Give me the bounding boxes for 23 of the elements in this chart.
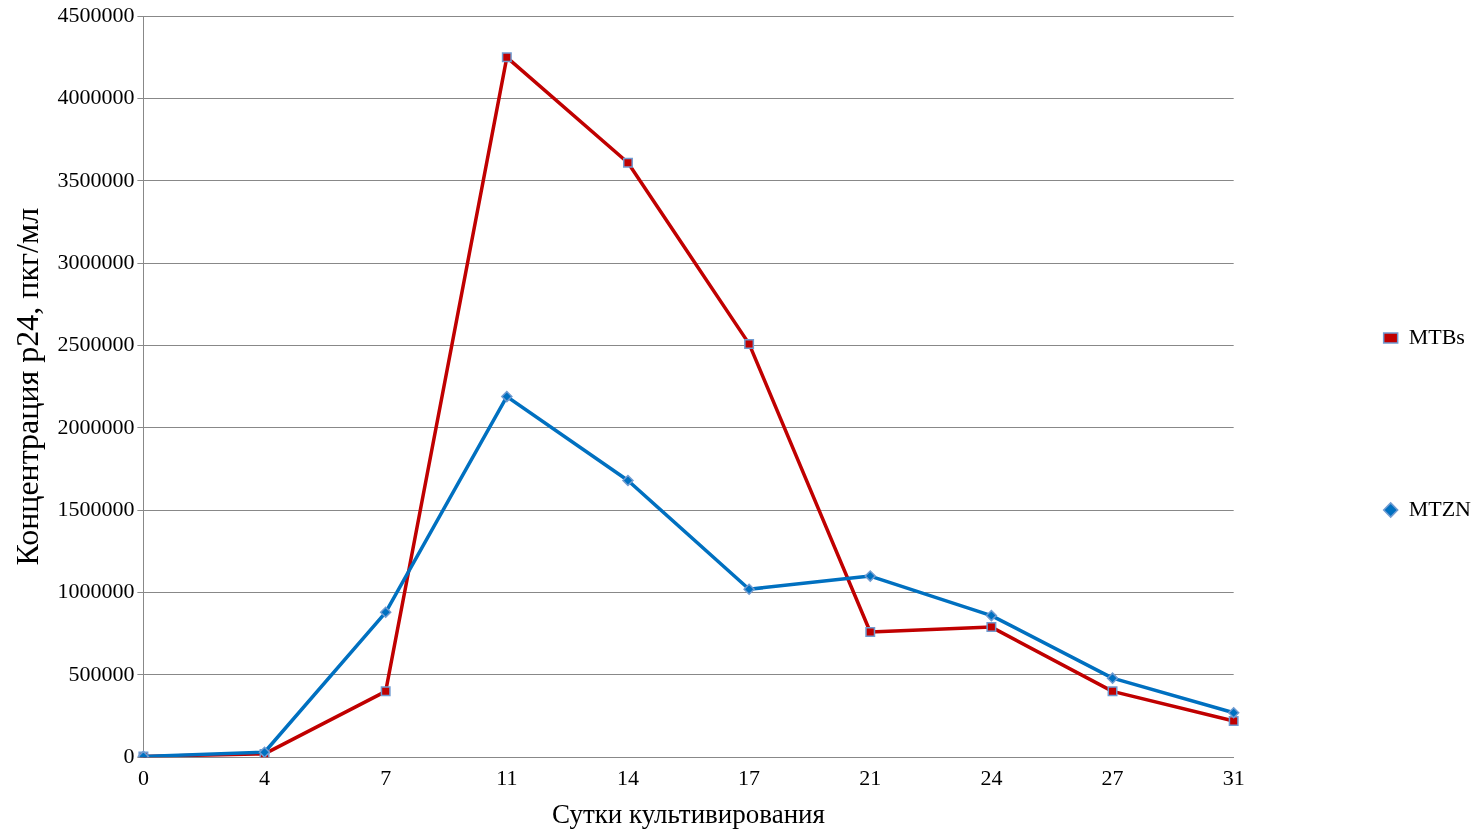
y-tick-label: 2000000 xyxy=(57,413,135,439)
x-tick-label: 4 xyxy=(259,765,271,791)
legend-label: MTZN xyxy=(1408,495,1472,521)
x-tick-label: 17 xyxy=(738,765,761,791)
y-tick-label: 3500000 xyxy=(57,166,135,192)
x-tick-label: 21 xyxy=(859,765,882,791)
x-tick-label: 24 xyxy=(980,765,1003,791)
y-tick-label: 2500000 xyxy=(57,331,135,357)
x-tick-label: 27 xyxy=(1101,765,1124,791)
y-tick-label: 3000000 xyxy=(57,248,135,274)
y-tick-label: 1000000 xyxy=(57,578,135,604)
legend-label: MTBs xyxy=(1408,323,1465,349)
x-tick-label: 31 xyxy=(1222,765,1245,791)
x-tick-label: 14 xyxy=(616,765,639,791)
y-axis-title: Концентрация p24, пкг/мл xyxy=(8,207,45,566)
y-tick-label: 0 xyxy=(123,742,135,768)
y-tick-label: 1500000 xyxy=(57,495,135,521)
x-tick-label: 7 xyxy=(380,765,392,791)
y-tick-label: 4000000 xyxy=(57,84,135,110)
y-tick-label: 4500000 xyxy=(57,1,135,27)
y-tick-label: 500000 xyxy=(68,660,135,686)
x-tick-label: 11 xyxy=(496,765,518,791)
x-axis-title: Сутки культивирования xyxy=(552,798,825,829)
